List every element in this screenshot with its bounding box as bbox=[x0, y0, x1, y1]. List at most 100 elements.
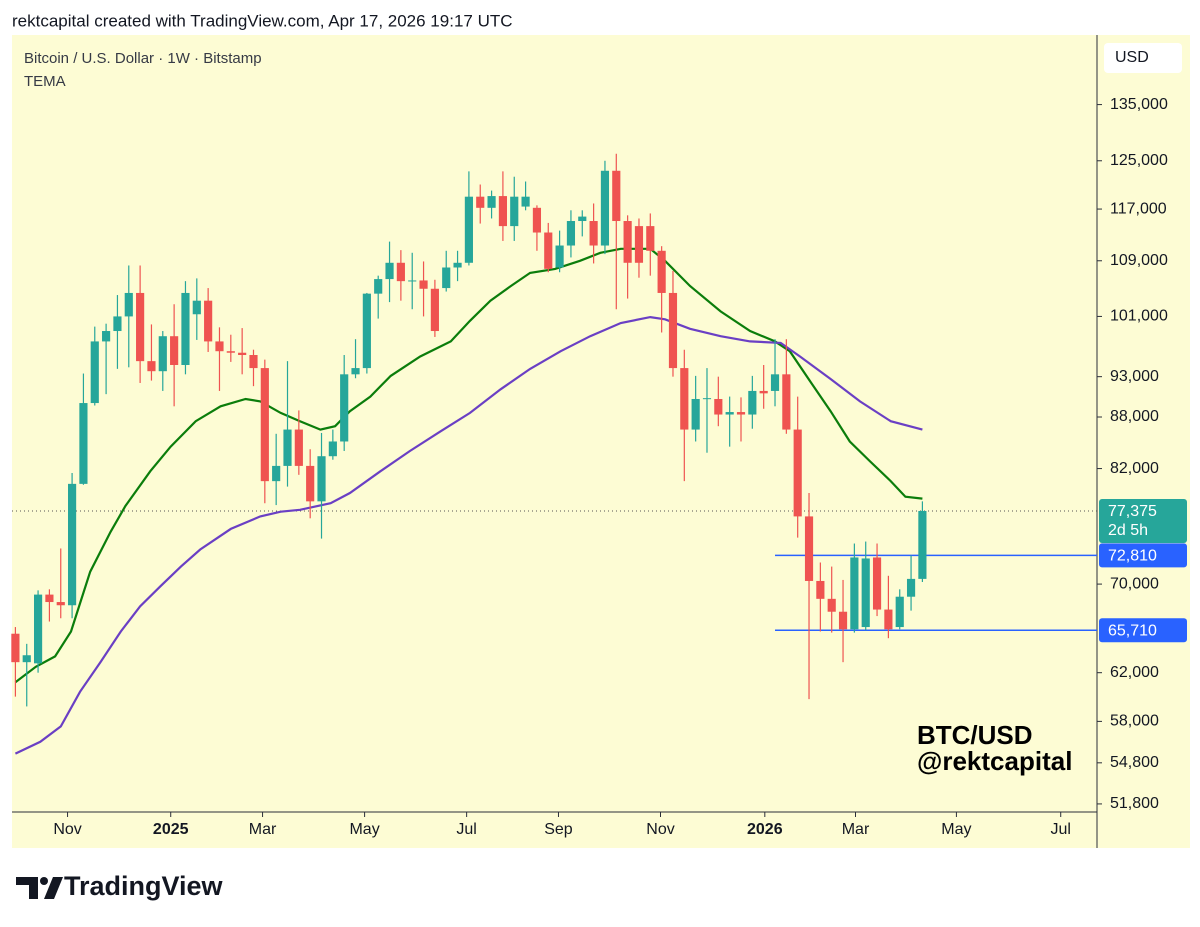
candle-body bbox=[283, 429, 292, 466]
y-tick-label: 88,000 bbox=[1110, 408, 1159, 425]
candle-body bbox=[430, 288, 439, 332]
candle-body bbox=[170, 336, 179, 365]
candle-body bbox=[861, 558, 870, 628]
candle-body bbox=[351, 368, 360, 375]
candle-body bbox=[340, 374, 349, 442]
logo-text: TradingView bbox=[64, 871, 224, 901]
chart-background bbox=[12, 35, 1190, 848]
y-tick-label: 109,000 bbox=[1110, 252, 1168, 269]
candle-body bbox=[555, 245, 564, 268]
candle-body bbox=[612, 170, 621, 222]
candle-body bbox=[90, 341, 99, 404]
candle-body bbox=[294, 429, 303, 466]
candle-body bbox=[396, 262, 405, 282]
candle-body bbox=[476, 196, 485, 208]
candle-body bbox=[33, 594, 43, 664]
candle-body bbox=[385, 262, 394, 280]
y-tick-label: 93,000 bbox=[1110, 368, 1159, 385]
candle-body bbox=[11, 633, 20, 663]
candle-body bbox=[895, 596, 904, 628]
candle-body bbox=[442, 267, 451, 289]
logo-icon bbox=[40, 877, 48, 885]
x-tick-label: May bbox=[941, 821, 971, 838]
currency-box[interactable] bbox=[1104, 43, 1182, 73]
candle-body bbox=[600, 170, 610, 246]
x-tick-label: May bbox=[349, 821, 379, 838]
candle-body bbox=[22, 655, 31, 663]
candle-body bbox=[498, 196, 507, 227]
candle-body bbox=[510, 196, 519, 227]
footer-logo: TradingView bbox=[16, 871, 224, 901]
y-tick-label: 58,000 bbox=[1110, 713, 1159, 730]
plot-area bbox=[11, 104, 1102, 817]
candle-body bbox=[419, 280, 428, 289]
candle-body bbox=[532, 207, 542, 233]
x-tick-label: Jul bbox=[1050, 821, 1070, 838]
candle-body bbox=[884, 609, 893, 630]
candle-body bbox=[838, 611, 848, 630]
y-tick-label: 54,800 bbox=[1110, 754, 1159, 771]
candle-body bbox=[124, 292, 133, 317]
header-credit: rektcapital created with TradingView.com… bbox=[12, 11, 513, 30]
indicator-line bbox=[14, 247, 923, 684]
candle-body bbox=[804, 516, 814, 581]
candle-body bbox=[850, 557, 859, 630]
indicator-line bbox=[14, 315, 923, 755]
y-tick-label: 62,000 bbox=[1110, 664, 1159, 681]
candle-body bbox=[816, 580, 825, 599]
candle-body bbox=[578, 216, 587, 222]
candle-body bbox=[226, 351, 235, 353]
candle-body bbox=[736, 412, 746, 415]
symbol-title: Bitcoin / U.S. Dollar · 1W · Bitstamp bbox=[24, 50, 262, 67]
candle-body bbox=[272, 465, 281, 482]
candle-body bbox=[464, 196, 473, 263]
y-tick-label: 51,800 bbox=[1110, 795, 1159, 812]
candle-body bbox=[521, 196, 530, 207]
candle-body bbox=[872, 557, 882, 610]
candle-body bbox=[657, 250, 666, 293]
candle-body bbox=[328, 441, 337, 457]
y-tick-label: 125,000 bbox=[1110, 152, 1168, 169]
y-tick-label: 135,000 bbox=[1110, 96, 1168, 113]
last-price-tag bbox=[1099, 498, 1187, 543]
x-tick-label: Nov bbox=[646, 821, 674, 838]
candle-body bbox=[238, 352, 247, 356]
candle-body bbox=[317, 456, 326, 502]
candle-body bbox=[793, 429, 802, 517]
level-tag-label: 65,710 bbox=[1108, 622, 1157, 639]
candle-body bbox=[204, 300, 213, 342]
candle-body bbox=[374, 279, 383, 294]
candle-body bbox=[748, 390, 757, 415]
candle-body bbox=[147, 361, 156, 372]
candle-body bbox=[215, 341, 224, 352]
indicator-name: TEMA bbox=[24, 73, 66, 90]
candle-body bbox=[136, 292, 145, 362]
candle-body bbox=[260, 368, 269, 482]
candle-body bbox=[45, 594, 54, 603]
candle-body bbox=[181, 292, 190, 365]
watermark-line: @rektcapital bbox=[917, 746, 1072, 776]
x-tick-label: Sep bbox=[544, 821, 573, 838]
currency-label[interactable]: USD bbox=[1115, 49, 1149, 66]
candle-body bbox=[623, 221, 632, 263]
y-tick-label: 82,000 bbox=[1110, 460, 1159, 477]
candle-body bbox=[691, 398, 700, 430]
logo-icon bbox=[44, 877, 63, 899]
candle-body bbox=[906, 578, 916, 597]
level-tag-label: 72,810 bbox=[1108, 548, 1157, 565]
x-tick-label: Mar bbox=[249, 821, 277, 838]
candle-body bbox=[408, 280, 417, 282]
y-tick-label: 70,000 bbox=[1110, 575, 1159, 592]
candle-body bbox=[668, 292, 678, 369]
candle-body bbox=[714, 398, 723, 415]
candle-body bbox=[544, 232, 553, 269]
level-tag bbox=[1099, 543, 1187, 568]
candle-body bbox=[158, 336, 167, 372]
countdown-label: 2d 5h bbox=[1108, 522, 1148, 539]
candle-body bbox=[589, 221, 598, 246]
candle-body bbox=[306, 465, 315, 502]
y-tick-label: 117,000 bbox=[1110, 200, 1167, 217]
candle-body bbox=[646, 226, 655, 251]
